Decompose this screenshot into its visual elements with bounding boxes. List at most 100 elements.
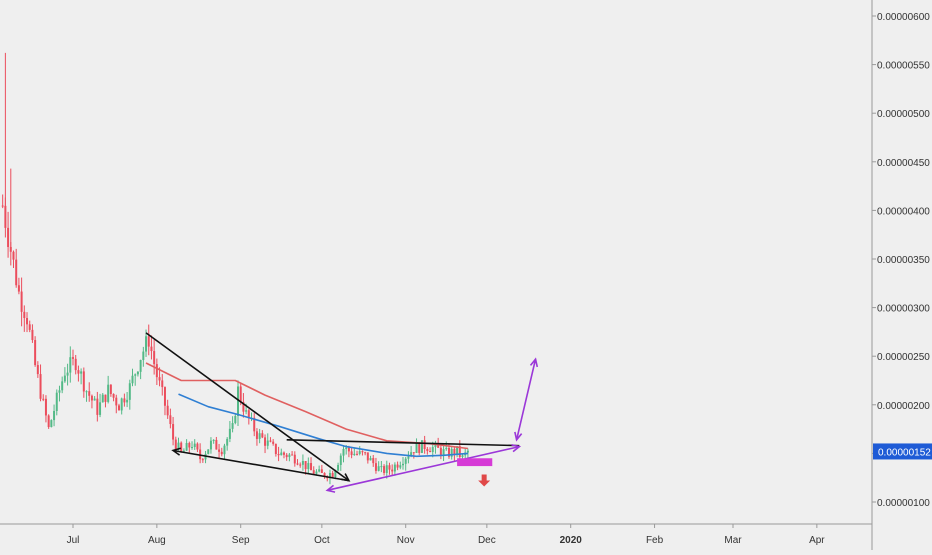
candle-body xyxy=(196,443,199,450)
candle-body xyxy=(323,472,326,477)
candle-body xyxy=(28,324,31,330)
candle-body xyxy=(331,472,334,477)
candle-body xyxy=(182,450,185,452)
candle-body xyxy=(261,433,264,438)
candle-body xyxy=(34,340,37,366)
candle-body xyxy=(466,450,469,453)
candle-body xyxy=(147,336,150,347)
candle-body xyxy=(82,371,85,392)
magenta-box-marker xyxy=(457,458,493,467)
candle-body xyxy=(193,443,196,448)
candle-body xyxy=(258,433,261,439)
candle-body xyxy=(239,386,242,402)
drawings-group xyxy=(145,332,539,493)
candle-body xyxy=(191,447,194,449)
candle-body xyxy=(447,447,450,457)
candle-body xyxy=(220,451,223,455)
candle-body xyxy=(280,452,283,456)
candle-body xyxy=(285,454,288,458)
candle-body xyxy=(269,440,272,442)
candle-body xyxy=(39,374,42,399)
moving-average-blue xyxy=(178,393,468,458)
candle-body xyxy=(166,405,169,416)
y-tick-label: 0.00000450 xyxy=(877,158,930,169)
candle-body xyxy=(131,375,134,384)
candle-body xyxy=(72,357,74,359)
candle-body xyxy=(153,351,156,365)
candle-body xyxy=(315,471,318,474)
candle-body xyxy=(458,446,461,457)
candle-body xyxy=(101,394,104,403)
candle-body xyxy=(426,448,429,452)
candle-body xyxy=(150,346,153,352)
candle-body xyxy=(85,391,88,393)
candle-body xyxy=(304,461,307,470)
y-tick-label: 0.00000200 xyxy=(877,401,930,412)
candle-body xyxy=(282,452,285,455)
candle-body xyxy=(9,246,12,252)
x-tick-label: Sep xyxy=(232,535,250,546)
arrow-head xyxy=(171,447,181,456)
x-tick-label: 2020 xyxy=(560,535,583,546)
x-tick-label: Dec xyxy=(478,535,496,546)
candle-body xyxy=(93,398,96,401)
candle-body xyxy=(328,472,331,479)
candle-body xyxy=(245,410,248,412)
candle-body xyxy=(226,438,229,446)
candle-body xyxy=(347,447,350,452)
current-price-value: 0.00000152 xyxy=(878,447,931,458)
candle-body xyxy=(415,443,418,453)
candle-body xyxy=(342,449,345,456)
y-tick-label: 0.00000600 xyxy=(877,12,930,23)
candle-body xyxy=(107,384,110,402)
horizontal-resistance xyxy=(286,438,520,447)
candle-body xyxy=(228,428,231,439)
candle-body xyxy=(361,451,364,453)
candle-body xyxy=(74,358,77,371)
candle-body xyxy=(96,398,99,415)
candle-body xyxy=(207,449,210,454)
candle-body xyxy=(380,466,383,468)
candle-body xyxy=(420,440,423,453)
candle-body xyxy=(90,395,93,401)
candle-body xyxy=(423,440,426,449)
candle-body xyxy=(385,465,388,473)
candle-body xyxy=(350,451,353,456)
candle-body xyxy=(310,463,313,471)
candle-body xyxy=(320,469,323,473)
candle-body xyxy=(301,461,304,465)
candle-body xyxy=(201,459,204,461)
candle-body xyxy=(31,329,34,341)
candle-body xyxy=(404,458,407,464)
candle-body xyxy=(53,410,56,421)
candle-body xyxy=(399,465,402,468)
y-tick-label: 0.00000400 xyxy=(877,206,930,217)
candle-body xyxy=(334,470,337,477)
candle-body xyxy=(174,439,177,450)
candle-body xyxy=(23,311,26,319)
candle-body xyxy=(318,469,321,472)
candle-body xyxy=(177,442,180,450)
x-tick-label: Oct xyxy=(314,535,330,546)
y-tick-label: 0.00000550 xyxy=(877,61,930,72)
candle-body xyxy=(453,448,456,455)
candle-body xyxy=(44,398,47,416)
rising-support-arrow xyxy=(327,445,520,492)
candle-body xyxy=(307,463,310,470)
candle-body xyxy=(17,285,20,292)
candle-body xyxy=(20,291,23,312)
candle-body xyxy=(88,391,91,396)
candle-body xyxy=(396,464,399,468)
candle-body xyxy=(155,364,158,378)
y-tick-label: 0.00000350 xyxy=(877,255,930,266)
arrow-head xyxy=(514,431,523,442)
candle-body xyxy=(36,365,39,375)
candle-body xyxy=(456,446,459,455)
candle-body xyxy=(353,453,356,456)
candle-body xyxy=(366,452,369,461)
candle-body xyxy=(429,451,432,453)
arrow-head xyxy=(325,484,336,493)
